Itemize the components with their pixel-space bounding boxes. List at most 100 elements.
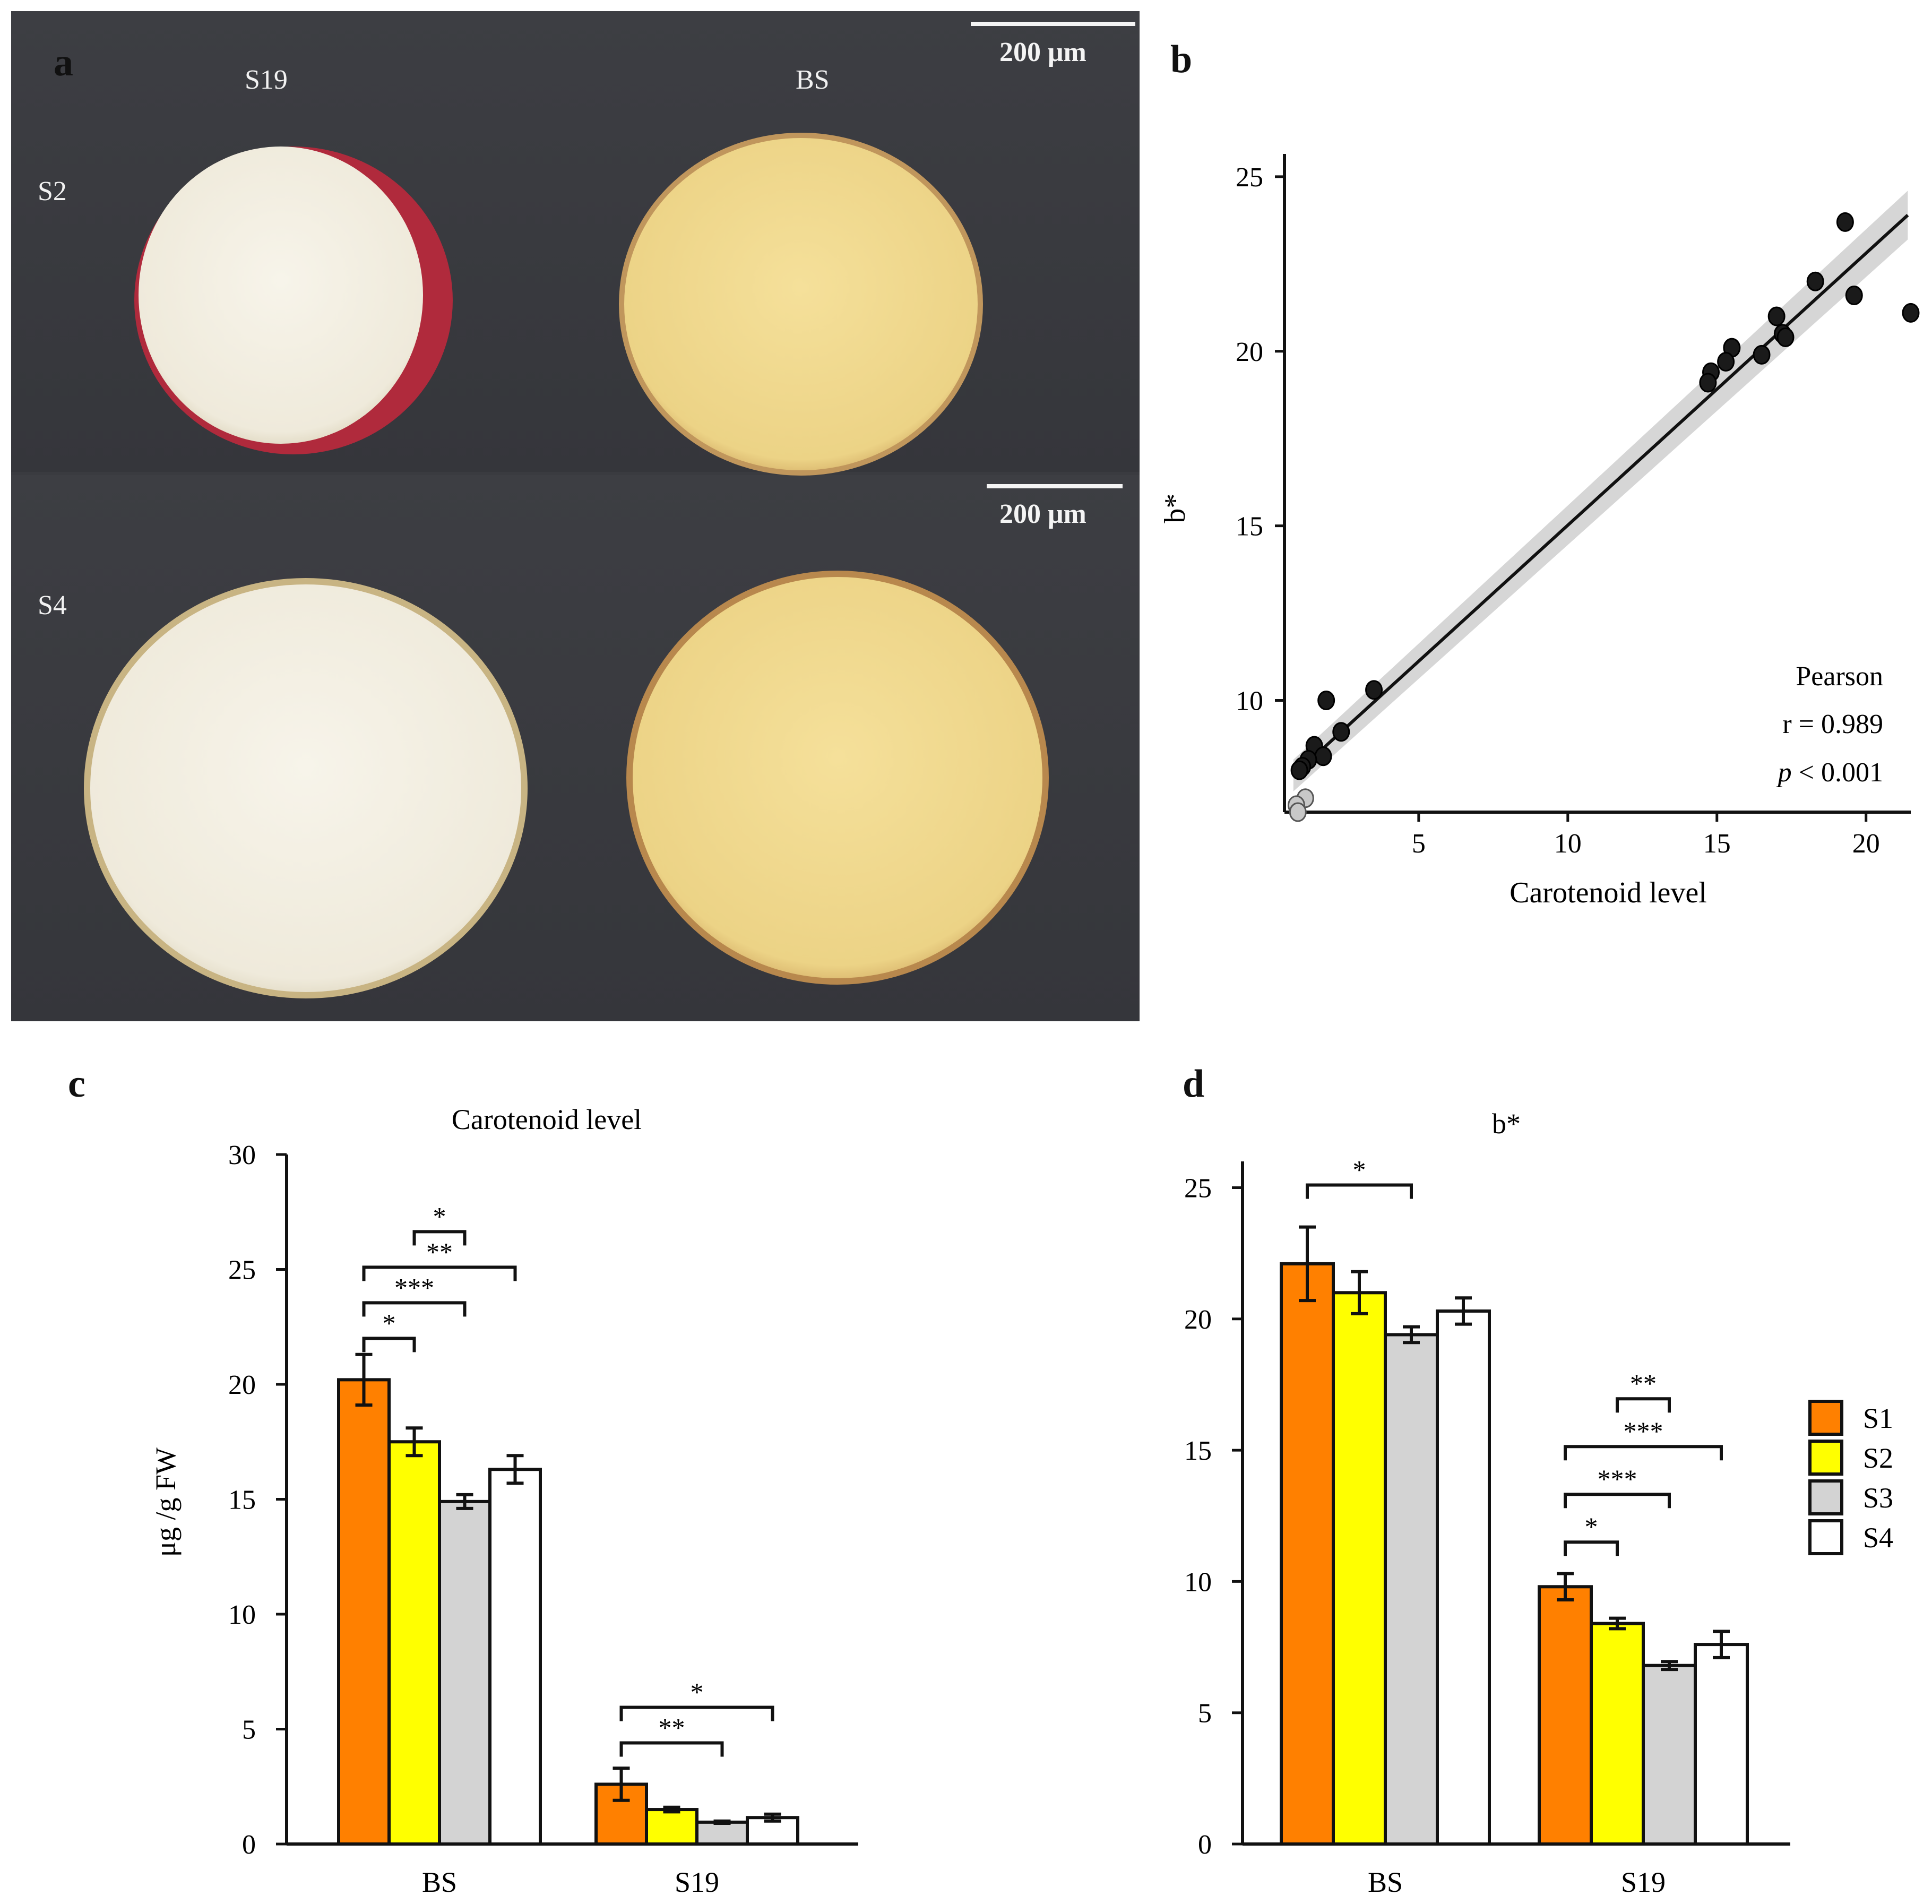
data-point-dark <box>1776 327 1795 347</box>
data-point-dark <box>1317 691 1335 711</box>
label-s2: S2 <box>38 176 67 206</box>
data-point-dark <box>1806 271 1824 291</box>
y-axis-label: b* <box>1159 494 1192 523</box>
x-category-label: BS <box>422 1866 457 1898</box>
bar-BS-S3 <box>1384 1333 1439 1846</box>
y-tick-label: 10 <box>228 1600 256 1630</box>
panel-letter-b: b <box>1170 38 1193 81</box>
data-point-dark <box>1767 306 1786 326</box>
significance-label: *** <box>394 1272 434 1302</box>
bar-S19-S3 <box>1642 1664 1697 1846</box>
significance-bracket <box>619 1741 724 1757</box>
x-tick-label: 20 <box>1852 829 1880 859</box>
y-tick-label: 5 <box>1198 1699 1212 1729</box>
data-point-dark <box>1365 680 1383 700</box>
significance-bracket <box>619 1705 774 1721</box>
legend-label-S3: S3 <box>1863 1482 1893 1514</box>
legend-label-S1: S1 <box>1863 1402 1893 1434</box>
significance-bracket <box>1616 1397 1671 1413</box>
x-tick-label: 15 <box>1703 829 1731 859</box>
data-point-dark <box>1699 373 1717 393</box>
significance-bracket <box>1564 1493 1671 1509</box>
slice-s19-s4 <box>84 578 528 998</box>
data-point-dark <box>1753 344 1771 365</box>
stats-p-symbol: p <box>1776 757 1792 788</box>
tuber-slices <box>84 133 1049 998</box>
bar-S19-S4 <box>1694 1643 1749 1846</box>
bar-BS-S2 <box>1332 1291 1387 1846</box>
panel-letter-a: a <box>54 41 73 84</box>
significance-label: * <box>1353 1155 1366 1185</box>
y-tick-label: 15 <box>1236 512 1263 542</box>
data-point-dark <box>1332 722 1350 742</box>
x-tick-label: 10 <box>1554 829 1582 859</box>
x-category-label: BS <box>1368 1866 1403 1898</box>
y-tick-label: 5 <box>242 1715 256 1745</box>
bar-S19-S1 <box>1538 1585 1593 1846</box>
scatter-chart-b: 5 10 15 20 10 15 20 25 Carotenoid level b* Pearso… <box>1159 154 1920 909</box>
bar-BS-S1 <box>1280 1262 1335 1846</box>
y-axis-label: μg /g FW <box>150 1448 182 1557</box>
data-point-dark <box>1836 212 1854 232</box>
y-tick-label: 0 <box>1198 1830 1212 1860</box>
x-tick-label: 5 <box>1412 829 1426 859</box>
stats-p-value: < 0.001 <box>1792 757 1883 788</box>
legend-label-S2: S2 <box>1863 1442 1893 1474</box>
y-tick-label: 20 <box>228 1370 256 1400</box>
significance-label: * <box>691 1677 704 1707</box>
y-tick-label: 30 <box>228 1140 256 1170</box>
chart-title: Carotenoid level <box>452 1104 642 1135</box>
y-tick-label: 15 <box>228 1485 256 1515</box>
data-point-light <box>1289 802 1307 822</box>
data-point-dark <box>1290 760 1308 780</box>
label-bs: BS <box>796 65 830 95</box>
y-tick-label: 25 <box>1236 162 1263 193</box>
label-s4: S4 <box>38 590 67 621</box>
legend-label-S4: S4 <box>1863 1522 1893 1554</box>
significance-bracket <box>362 1301 467 1317</box>
significance-label: * <box>383 1308 396 1338</box>
slice-bs-s2 <box>619 133 983 476</box>
significance-label: *** <box>1598 1464 1637 1494</box>
legend-swatch-S4 <box>1808 1519 1843 1555</box>
y-tick-label: 20 <box>1184 1305 1212 1335</box>
significance-label: * <box>433 1201 446 1231</box>
scale-label-bottom: 200 μm <box>999 499 1086 529</box>
panel-letter-c: c <box>68 1062 85 1106</box>
y-tick-label: 25 <box>1184 1173 1212 1203</box>
y-tick-label: 10 <box>1184 1567 1212 1597</box>
data-point-dark <box>1717 351 1735 372</box>
legend-swatch-S2 <box>1808 1440 1843 1476</box>
significance-bracket <box>1564 1540 1619 1556</box>
y-tick-label: 20 <box>1236 337 1263 367</box>
y-tick-label: 15 <box>1184 1436 1212 1466</box>
bar-BS-S4 <box>1436 1309 1491 1846</box>
y-tick-label: 0 <box>242 1830 256 1860</box>
data-point-dark <box>1902 303 1920 323</box>
slice-bs-s4 <box>626 571 1049 985</box>
slice-s19-s2 <box>139 147 423 444</box>
photo-panel: a S19 BS S2 S4 200 μm 200 μm <box>11 11 1140 1021</box>
x-axis-label: Carotenoid level <box>1510 876 1707 909</box>
significance-bracket <box>1306 1183 1413 1199</box>
stats-p: p < 0.001 <box>1776 757 1883 788</box>
significance-label: * <box>1585 1512 1598 1541</box>
significance-label: ** <box>659 1712 685 1742</box>
legend: S1 S2 S3 S4 <box>1808 1400 1893 1555</box>
label-s19: S19 <box>245 65 288 95</box>
scale-bar-top <box>971 22 1135 26</box>
significance-label: *** <box>1624 1416 1663 1446</box>
y-tick-label: 10 <box>1236 686 1263 717</box>
legend-swatch-S1 <box>1808 1400 1843 1436</box>
chart-title: b* <box>1492 1108 1521 1140</box>
y-tick-label: 25 <box>228 1255 256 1286</box>
significance-label: ** <box>1630 1368 1657 1398</box>
legend-swatch-S3 <box>1808 1479 1843 1515</box>
stats-method: Pearson <box>1796 661 1883 692</box>
x-category-label: S19 <box>1621 1866 1666 1898</box>
confidence-band <box>1293 191 1908 791</box>
significance-bracket <box>362 1265 517 1281</box>
scale-bar-bottom <box>987 484 1123 488</box>
stats-r: r = 0.989 <box>1782 709 1883 739</box>
